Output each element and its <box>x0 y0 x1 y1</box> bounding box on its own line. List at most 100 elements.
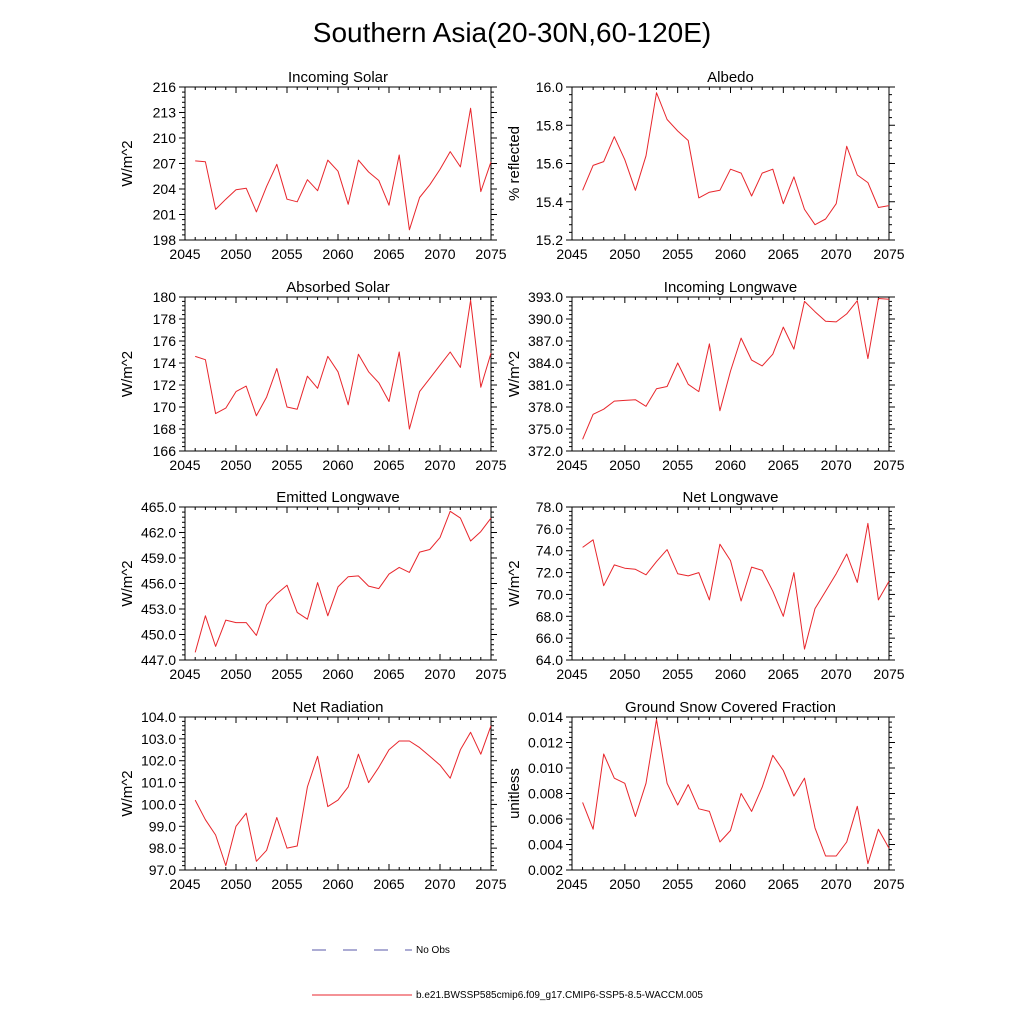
y-tick-label: 390.0 <box>528 311 563 327</box>
chart-incoming-longwave: Incoming Longwave W/m^2 2045 2050 2055 2060 20… <box>506 279 905 473</box>
y-tick-label: 15.2 <box>536 232 563 248</box>
x-tick-label: 2045 <box>169 876 200 892</box>
x-tick-label: 2055 <box>662 246 693 262</box>
x-tick-label: 2045 <box>556 246 587 262</box>
series-line <box>582 719 890 865</box>
y-tick-label: 172 <box>153 377 177 393</box>
figure-title: Southern Asia(20-30N,60-120E) <box>313 17 711 48</box>
y-tick-label: 393.0 <box>528 289 563 305</box>
y-tick-label: 216 <box>153 79 177 95</box>
x-tick-label: 2060 <box>322 246 353 262</box>
x-tick-label: 2065 <box>768 876 799 892</box>
legend-obs-label: No Obs <box>416 945 450 956</box>
chart-emitted-longwave: Emitted Longwave W/m^2 2045 2050 2055 2060 206… <box>119 489 507 682</box>
y-tick-label: 213 <box>153 105 177 121</box>
x-tick-label: 2050 <box>609 246 640 262</box>
x-tick-label: 2075 <box>475 457 506 473</box>
y-tick-label: 198 <box>153 232 177 248</box>
y-axis-label: W/m^2 <box>119 560 136 606</box>
y-tick-label: 68.0 <box>536 608 563 624</box>
legend-model-label: b.e21.BWSSP585cmip6.f09_g17.CMIP6-SSP5-8… <box>416 990 703 1001</box>
x-tick-label: 2075 <box>873 246 904 262</box>
series-line <box>195 299 492 430</box>
y-tick-label: 0.008 <box>528 786 563 802</box>
y-tick-label: 101.0 <box>141 775 176 791</box>
series-line <box>582 298 890 440</box>
plot-frame <box>184 506 492 661</box>
y-tick-label: 170 <box>153 399 177 415</box>
chart-incoming-solar: Incoming Solar W/m^2 2045 2050 2055 2060 2065 2… <box>119 69 507 262</box>
chart-title: Incoming Solar <box>288 69 388 86</box>
y-axis-label: W/m^2 <box>506 560 523 606</box>
x-tick-label: 2055 <box>271 876 302 892</box>
x-tick-label: 2055 <box>662 666 693 682</box>
plot-frame <box>571 296 890 452</box>
plot-frame <box>571 716 890 871</box>
x-tick-label: 2060 <box>322 457 353 473</box>
y-tick-label: 378.0 <box>528 399 563 415</box>
x-tick-label: 2060 <box>715 666 746 682</box>
y-tick-label: 0.012 <box>528 735 563 751</box>
x-tick-label: 2065 <box>373 457 404 473</box>
x-tick-label: 2070 <box>821 457 852 473</box>
x-tick-label: 2065 <box>373 246 404 262</box>
y-tick-label: 72.0 <box>536 565 563 581</box>
x-tick-label: 2075 <box>475 246 506 262</box>
x-tick-label: 2045 <box>169 457 200 473</box>
series-line <box>582 92 890 226</box>
x-tick-label: 2045 <box>169 666 200 682</box>
y-tick-label: 204 <box>153 181 177 197</box>
x-tick-label: 2070 <box>821 246 852 262</box>
y-tick-label: 459.0 <box>141 550 176 566</box>
y-tick-label: 16.0 <box>536 79 563 95</box>
x-tick-label: 2070 <box>424 666 455 682</box>
x-tick-label: 2045 <box>556 457 587 473</box>
y-tick-label: 102.0 <box>141 753 176 769</box>
chart-title: Net Longwave <box>683 489 779 506</box>
series-line <box>194 510 492 653</box>
chart-title: Albedo <box>707 69 754 86</box>
x-tick-label: 2055 <box>271 246 302 262</box>
y-tick-label: 210 <box>153 130 177 146</box>
x-tick-label: 2065 <box>373 876 404 892</box>
y-axis-label: W/m^2 <box>119 140 136 186</box>
x-tick-label: 2050 <box>609 666 640 682</box>
y-tick-label: 450.0 <box>141 627 176 643</box>
x-tick-label: 2075 <box>873 876 904 892</box>
x-tick-label: 2055 <box>662 876 693 892</box>
y-axis-label: W/m^2 <box>119 351 136 397</box>
y-tick-label: 201 <box>153 207 177 223</box>
y-tick-label: 103.0 <box>141 731 176 747</box>
chart-title: Incoming Longwave <box>664 279 797 296</box>
x-tick-label: 2075 <box>873 666 904 682</box>
plot-frame <box>184 296 492 452</box>
chart-albedo: Albedo % reflected 2045 2050 2055 2060 2065 207… <box>506 69 905 262</box>
x-tick-label: 2075 <box>475 666 506 682</box>
x-tick-label: 2060 <box>715 246 746 262</box>
y-tick-label: 453.0 <box>141 601 176 617</box>
chart-title: Emitted Longwave <box>276 489 399 506</box>
x-tick-label: 2055 <box>271 666 302 682</box>
y-tick-label: 174 <box>153 355 177 371</box>
x-tick-label: 2045 <box>556 876 587 892</box>
x-tick-label: 2065 <box>768 666 799 682</box>
x-tick-label: 2050 <box>220 876 251 892</box>
x-tick-label: 2060 <box>322 666 353 682</box>
y-tick-label: 375.0 <box>528 421 563 437</box>
y-tick-label: 168 <box>153 421 177 437</box>
y-tick-label: 384.0 <box>528 355 563 371</box>
x-tick-label: 2065 <box>373 666 404 682</box>
y-tick-label: 462.0 <box>141 525 176 541</box>
y-tick-label: 76.0 <box>536 521 563 537</box>
x-tick-label: 2045 <box>556 666 587 682</box>
x-tick-label: 2055 <box>271 457 302 473</box>
chart-ground-snow-covered-fraction: Ground Snow Covered Fraction unitless 2045… <box>506 699 905 892</box>
x-tick-label: 2070 <box>424 457 455 473</box>
y-tick-label: 78.0 <box>536 499 563 515</box>
y-tick-label: 381.0 <box>528 377 563 393</box>
y-tick-label: 74.0 <box>536 543 563 559</box>
series-line <box>582 522 890 650</box>
x-tick-label: 2070 <box>821 876 852 892</box>
y-tick-label: 15.4 <box>536 194 563 210</box>
y-tick-label: 100.0 <box>141 796 176 812</box>
